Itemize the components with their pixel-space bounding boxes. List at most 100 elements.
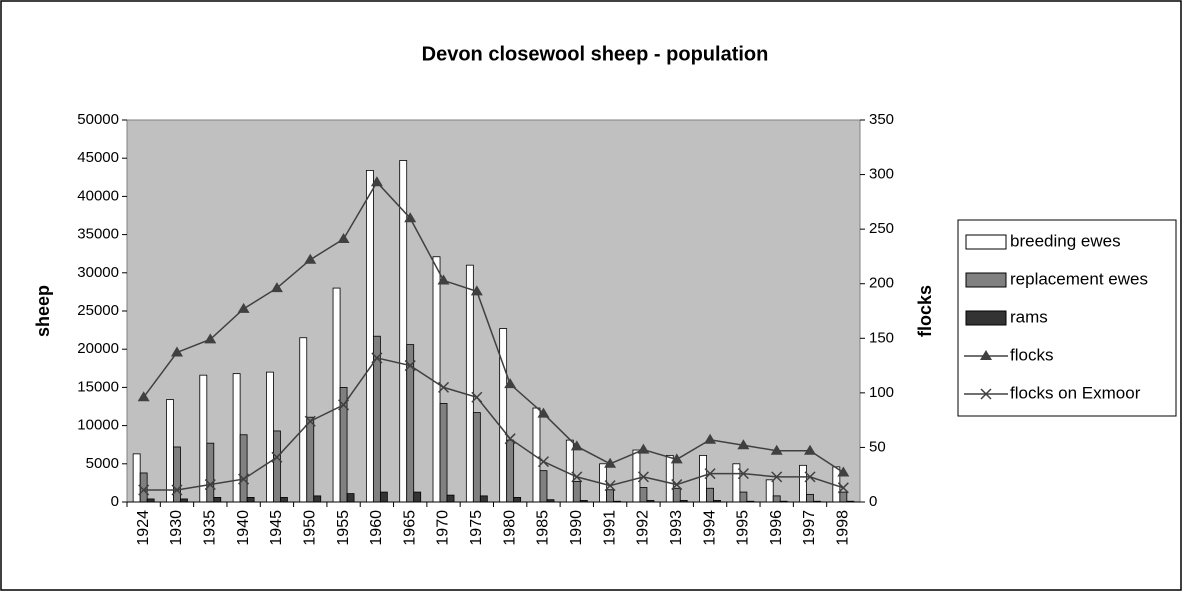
bar (332, 287, 341, 503)
bar (472, 412, 481, 503)
legend-label: rams (1010, 307, 1048, 326)
bar (166, 399, 174, 503)
legend-swatch (965, 234, 1007, 250)
marker-triangle (504, 378, 517, 389)
marker-triangle (370, 176, 383, 187)
x-tick-label: 1995 (735, 510, 752, 546)
marker-x (271, 451, 283, 463)
marker-x (204, 479, 216, 491)
bar (246, 497, 255, 503)
x-tick-label: 1924 (135, 510, 152, 546)
bar (739, 491, 748, 503)
marker-triangle (770, 444, 783, 455)
marker-x (804, 471, 816, 483)
bar (280, 497, 288, 503)
y-tick-label: 20000 (77, 340, 119, 357)
bar (465, 264, 474, 503)
marker-x (637, 471, 649, 483)
marker-triangle (604, 457, 617, 468)
marker-x (737, 468, 749, 480)
bar (672, 487, 681, 503)
bar (632, 449, 641, 503)
bar (266, 371, 274, 503)
y2-tick-label: 150 (869, 329, 894, 346)
x-tick-label: 1970 (435, 510, 452, 546)
marker-triangle (537, 407, 550, 418)
x-tick-label: 1955 (335, 510, 352, 546)
y2-tick-label: 200 (869, 275, 894, 292)
bar (199, 374, 208, 503)
marker-triangle (670, 453, 683, 464)
y-tick-label: 25000 (77, 302, 119, 319)
marker-x (138, 484, 150, 496)
x-tick-label: 1980 (501, 510, 518, 546)
bar (213, 497, 222, 503)
marker-x (671, 479, 683, 491)
x-tick-label: 1991 (601, 510, 618, 546)
marker-triangle (204, 333, 217, 344)
marker-x (571, 471, 583, 483)
bar (346, 493, 355, 503)
x-tick-label: 1975 (468, 510, 485, 546)
x-tick-label: 1965 (401, 510, 418, 546)
marker-x (504, 433, 516, 445)
y-tick-label: 50000 (77, 111, 119, 128)
x-tick-label: 1930 (168, 510, 185, 546)
marker-x (371, 352, 383, 364)
marker-triangle (837, 466, 850, 477)
bar (173, 446, 181, 503)
marker-triangle (237, 302, 250, 313)
marker-triangle (737, 439, 750, 450)
bar (772, 495, 781, 503)
bar (506, 439, 515, 503)
line (143, 357, 844, 491)
y-tick-label: 5000 (86, 455, 119, 472)
bar (706, 487, 714, 503)
bar (513, 497, 522, 503)
marker-x (980, 388, 992, 400)
y2-tick-label: 350 (869, 111, 894, 128)
y-tick-label: 40000 (77, 187, 119, 204)
x-tick-label: 1992 (635, 510, 652, 546)
bar (806, 493, 814, 503)
marker-x (338, 399, 350, 411)
bar (379, 491, 388, 503)
marker-triangle (704, 433, 717, 444)
y2-tick-label: 250 (869, 220, 894, 237)
marker-x (471, 391, 483, 403)
marker-x (704, 468, 716, 480)
marker-x (171, 484, 183, 496)
marker-x (604, 480, 616, 492)
legend-label: replacement ewes (1010, 269, 1148, 288)
y2-tick-label: 0 (869, 493, 877, 510)
bar (365, 170, 374, 503)
bar (606, 489, 615, 503)
y-tick-label: 10000 (77, 417, 119, 434)
x-tick-label: 1945 (268, 510, 285, 546)
marker-x (404, 360, 416, 372)
x-tick-label: 1996 (768, 510, 785, 546)
x-tick-label: 1997 (801, 510, 818, 546)
bar (432, 256, 441, 503)
marker-triangle (137, 391, 150, 402)
y-axis-title: sheep (33, 285, 53, 337)
legend-label: flocks (1010, 345, 1053, 364)
marker-x (837, 482, 849, 494)
x-tick-label: 1994 (701, 510, 718, 546)
x-tick-label: 1950 (301, 510, 318, 546)
bar (306, 416, 315, 503)
marker-triangle (470, 285, 483, 296)
legend-label: flocks on Exmoor (1010, 383, 1141, 402)
plot-area (126, 119, 861, 503)
marker-triangle (404, 212, 417, 223)
marker-triangle (570, 440, 583, 451)
bar (639, 487, 648, 503)
marker-x (304, 415, 316, 427)
x-tick-label: 1990 (568, 510, 585, 546)
marker-x (238, 473, 250, 485)
bar (765, 479, 774, 503)
x-tick-label: 1935 (202, 510, 219, 546)
bar (446, 494, 455, 503)
y2-axis-title: flocks (915, 285, 935, 337)
